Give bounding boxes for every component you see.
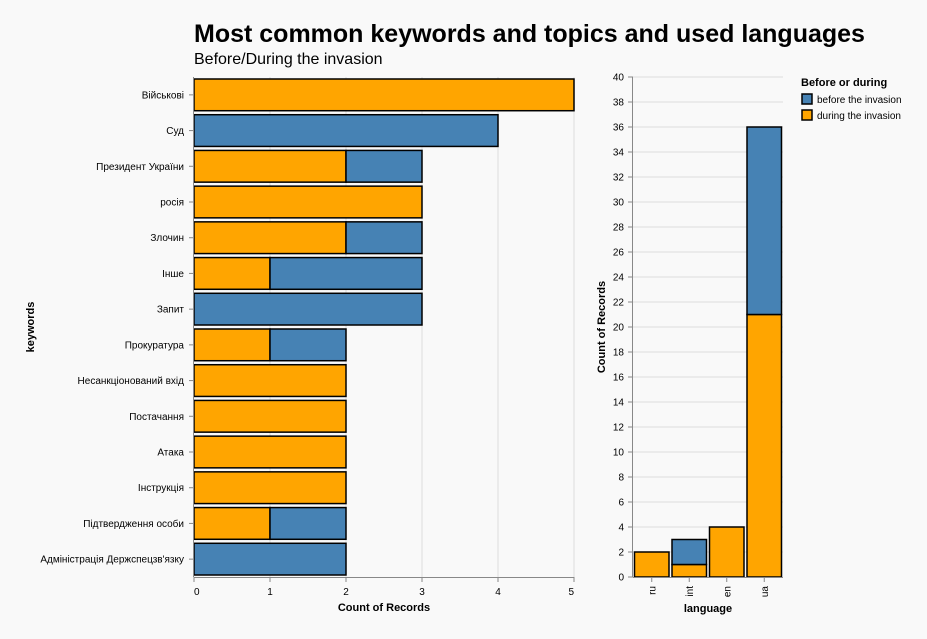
y-tick-label: 16 [613,373,625,384]
bar-segment [193,328,271,362]
bar-segment [193,399,347,433]
x-tick-label: int [685,586,696,597]
x-tick-label: 0 [194,587,200,598]
keywords-bar-chart: Військові Суд Президент України росія Злочин… [25,77,575,614]
y-tick-label: Військові [142,90,184,101]
y-tick-label: 10 [613,448,625,459]
bar-segment [269,328,347,362]
y-tick-label: Інше [162,269,184,280]
y-tick-label: 20 [613,323,625,334]
legend-swatch [801,93,813,105]
bar-segment [193,471,347,505]
y-tick-label: 40 [613,73,625,84]
y-tick-label: 12 [613,423,625,434]
y-tick-label: Атака [157,448,184,459]
y-tick-label: 34 [613,148,625,159]
y-tick-label: 30 [613,198,625,209]
y-tick-label: 36 [613,123,625,134]
bar-segment [633,551,670,578]
y-tick-label: росія [160,198,184,209]
y-tick-label: 2 [618,548,624,559]
bar-segment [193,506,271,541]
y-tick-label: Запит [157,305,185,316]
legend-title: Before or during [801,77,887,89]
y-tick-label: 6 [618,498,624,509]
x-tick-label: ua [760,586,771,598]
legend-label: during the invasion [817,111,901,122]
legend-label: before the invasion [817,95,902,106]
bar-segment [193,185,423,219]
y-tick-label: Прокуратура [125,340,185,351]
bar-segment [708,526,745,578]
bar-segment [671,563,708,578]
language-bar-chart: ru int en ua0246810121416182022242628303234… [596,73,783,615]
y-axis-title: Count of Records [596,281,608,373]
y-tick-label: 38 [613,98,625,109]
chart-subtitle: Before/During the invasion [194,51,383,68]
y-tick-label: Постачання [129,412,184,423]
bar-segment [193,256,271,291]
y-tick-label: 8 [618,473,624,484]
x-axis-title: language [684,603,732,615]
bar-segment [345,221,423,255]
y-tick-label: 26 [613,248,625,259]
y-tick-label: 4 [618,523,624,534]
bar-segment [193,149,347,183]
x-tick-label: 3 [419,587,425,598]
bar-segment [746,313,783,578]
x-tick-label: 5 [568,587,574,598]
bar-segment [193,113,499,148]
y-tick-label: Президент України [96,162,184,173]
bar-segment [193,78,575,112]
y-tick-label: 0 [618,573,624,584]
legend-swatch [801,109,813,121]
bar-segment [746,126,783,316]
y-axis-title: keywords [25,302,37,353]
x-tick-label: 1 [267,587,273,598]
y-tick-label: 22 [613,298,625,309]
bar-segment [269,506,347,541]
y-tick-label: Адміністрація Держспецзв'язку [40,555,184,566]
bar-segment [193,363,347,398]
bar-segment [269,256,423,291]
chart-title: Most common keywords and topics and used… [194,20,865,48]
y-tick-label: Підтвердження особи [83,518,184,530]
bar-segment [345,149,423,183]
bar-segment [193,542,347,576]
y-tick-label: Інструкція [138,483,184,494]
bar-segment [193,435,347,469]
x-axis-title: Count of Records [338,602,430,614]
bar-segment [193,292,423,326]
x-tick-label: 2 [343,587,349,598]
y-tick-label: 28 [613,223,625,234]
x-tick-label: 4 [495,587,501,598]
legend: Before or during before the invasion durin… [801,77,902,122]
y-tick-label: 14 [613,398,625,409]
x-tick-label: ru [647,586,658,595]
bar-segment [193,221,347,255]
bar-segment [671,538,708,566]
x-tick-label: en [722,586,733,597]
y-tick-label: 24 [613,273,625,284]
y-tick-label: Суд [166,126,184,137]
y-tick-label: 32 [613,173,625,184]
y-tick-label: 18 [613,348,625,359]
y-tick-label: Злочин [150,233,184,244]
y-tick-label: Несанкціонований вхід [78,376,185,387]
